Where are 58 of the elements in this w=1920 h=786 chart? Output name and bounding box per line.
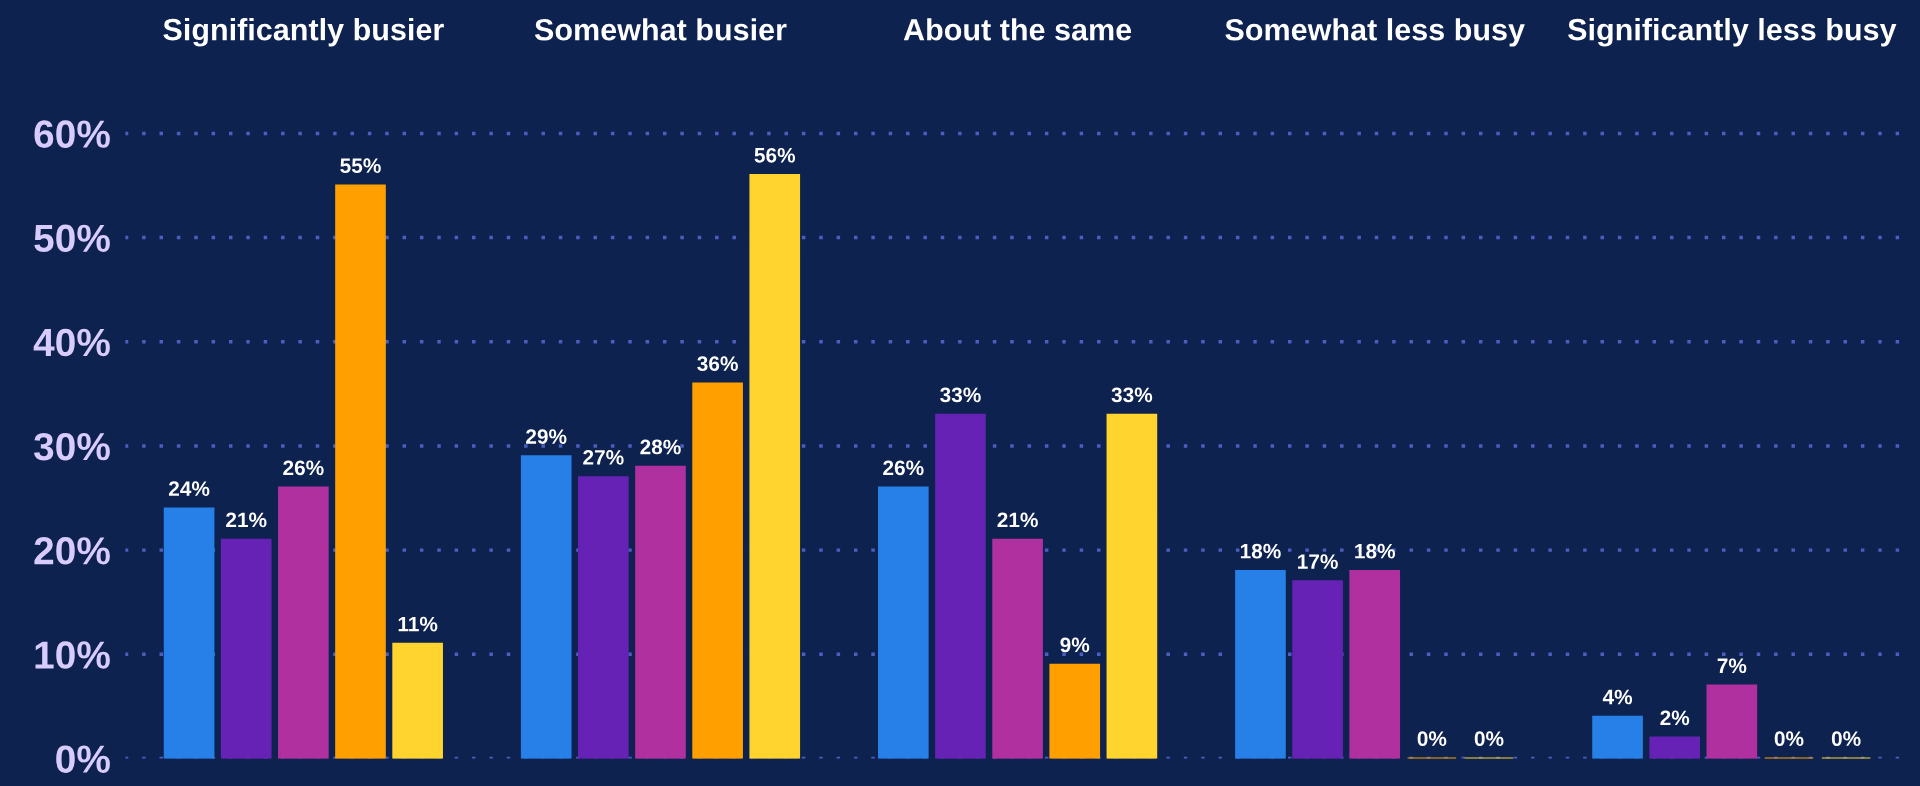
bar — [278, 486, 329, 759]
data-label: 0% — [1831, 731, 1861, 747]
data-label: 17% — [1298, 554, 1338, 569]
data-label: 21% — [997, 512, 1038, 528]
bar — [1592, 715, 1643, 759]
bar — [1235, 569, 1286, 759]
y-tick-label: 10% — [35, 641, 110, 669]
y-tick-label: 40% — [33, 328, 110, 357]
data-label: 7% — [1717, 658, 1747, 674]
data-label: 18% — [1240, 543, 1281, 559]
x-tick-label: Somewhat busier — [534, 18, 787, 41]
bar — [1349, 569, 1401, 759]
bar — [220, 538, 272, 759]
data-label: 33% — [1111, 387, 1153, 403]
bar — [1049, 663, 1101, 759]
data-label: 27% — [583, 450, 624, 465]
x-tick-label: Significantly less busy — [1568, 18, 1897, 47]
data-label: 26% — [283, 460, 324, 476]
bar — [935, 413, 986, 759]
bar — [335, 184, 386, 759]
bar — [578, 476, 629, 759]
bar — [878, 486, 929, 759]
data-label: 26% — [883, 460, 924, 476]
data-label: 29% — [526, 429, 567, 444]
data-label: 36% — [697, 356, 738, 372]
bar — [635, 465, 686, 759]
y-tick-label: 20% — [34, 537, 110, 565]
bar — [1292, 580, 1343, 759]
y-tick-label: 30% — [33, 432, 110, 461]
data-label: 18% — [1355, 543, 1396, 559]
x-tick-label: Somewhat less busy — [1225, 18, 1525, 47]
bar — [392, 642, 443, 759]
bar — [163, 507, 215, 759]
data-label: 0% — [1417, 731, 1447, 747]
bar — [992, 538, 1043, 759]
data-label: 4% — [1602, 689, 1633, 705]
data-label: 0% — [1474, 731, 1504, 747]
data-label: 0% — [1774, 731, 1804, 747]
data-label: 28% — [640, 439, 681, 455]
bar — [1706, 684, 1758, 759]
bar — [692, 382, 743, 759]
bar — [520, 455, 572, 759]
data-label: 56% — [754, 147, 796, 163]
data-label: 2% — [1660, 710, 1690, 726]
bar — [749, 174, 801, 759]
x-tick-label: Significantly busier — [163, 18, 444, 47]
bar — [1649, 736, 1701, 759]
data-label: 21% — [226, 512, 267, 528]
y-tick-label: 50% — [34, 224, 110, 253]
bar — [1106, 413, 1158, 759]
data-label: 11% — [398, 616, 438, 632]
y-tick-label: 60% — [34, 120, 110, 148]
y-tick-label: 0% — [56, 745, 110, 773]
data-label: 55% — [340, 158, 381, 174]
data-label: 33% — [940, 387, 981, 403]
data-label: 24% — [168, 481, 210, 496]
data-label: 9% — [1060, 637, 1090, 653]
x-tick-label: About the same — [903, 18, 1132, 41]
